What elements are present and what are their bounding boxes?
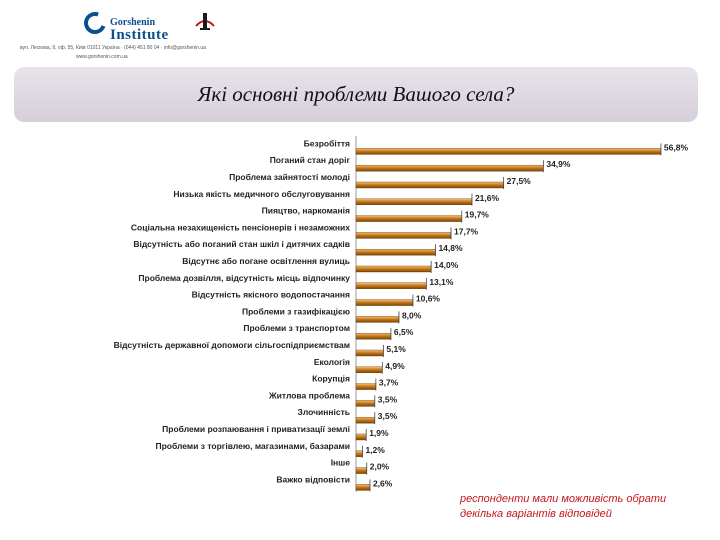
category-label: Екологія bbox=[314, 357, 350, 367]
bar bbox=[355, 198, 473, 206]
category-label: Пияцтво, наркоманія bbox=[262, 206, 350, 216]
title-banner: Які основні проблеми Вашого села? bbox=[14, 67, 698, 122]
data-label: 10,6% bbox=[416, 294, 441, 304]
category-label: Відсутність державної допомоги сільгоспі… bbox=[114, 340, 350, 350]
category-label: Відсутність або поганий стан шкіл і дитя… bbox=[133, 239, 350, 249]
category-label: Житлова проблема bbox=[268, 390, 350, 400]
bar bbox=[355, 148, 662, 155]
data-label: 1,9% bbox=[369, 428, 389, 438]
data-label: 27,5% bbox=[507, 176, 532, 186]
category-label: Безробіття bbox=[304, 138, 350, 148]
footnote: респонденти мали можливість обрати декіл… bbox=[460, 493, 667, 520]
data-label: 3,7% bbox=[379, 378, 399, 388]
data-label: 56,8% bbox=[664, 142, 689, 152]
bar bbox=[355, 467, 367, 474]
category-label: Проблеми з газифікацією bbox=[242, 306, 350, 316]
bar bbox=[355, 265, 432, 273]
bar bbox=[355, 366, 383, 374]
bar bbox=[355, 484, 371, 491]
bar bbox=[355, 232, 452, 239]
category-label: Проблеми з транспортом bbox=[243, 323, 350, 333]
logo-line1: Gorshenin bbox=[110, 17, 156, 28]
category-label: Інше bbox=[331, 458, 351, 468]
category-label: Поганий стан доріг bbox=[270, 155, 351, 165]
data-label: 8,0% bbox=[402, 310, 422, 320]
category-label: Проблема зайнятості молоді bbox=[229, 172, 350, 182]
eye-logo-icon bbox=[80, 8, 110, 38]
data-label: 3,5% bbox=[378, 394, 398, 404]
partner-logo-icon bbox=[195, 13, 215, 30]
address-line1: вул. Лескова, 9, оф. 55, Київ 01011 Укра… bbox=[20, 45, 206, 51]
category-label: Проблема дозвілля, відсутність місць від… bbox=[138, 273, 350, 283]
bar bbox=[355, 349, 384, 357]
data-label: 1,2% bbox=[365, 445, 385, 455]
logo-line2: Institute bbox=[110, 27, 169, 43]
data-label: 19,7% bbox=[465, 210, 490, 220]
header: Gorshenin Institute вул. Лескова, 9, оф.… bbox=[0, 0, 720, 66]
bar bbox=[355, 400, 375, 407]
data-label: 13,1% bbox=[429, 277, 454, 287]
bar bbox=[355, 417, 375, 424]
bar bbox=[355, 383, 377, 390]
data-label: 2,6% bbox=[373, 478, 393, 488]
data-label: 5,1% bbox=[386, 344, 406, 354]
data-label: 21,6% bbox=[475, 193, 500, 203]
bar bbox=[355, 332, 392, 340]
category-label: Злочинність bbox=[298, 407, 351, 417]
data-label: 17,7% bbox=[454, 226, 479, 236]
data-label: 34,9% bbox=[546, 159, 571, 169]
bar bbox=[355, 450, 363, 457]
category-label: Важко відповісти bbox=[276, 474, 350, 484]
bar bbox=[355, 433, 367, 441]
category-label: Проблеми розпаювання і приватизації земл… bbox=[162, 424, 350, 434]
category-label: Низька якість медичного обслуговування bbox=[173, 189, 350, 199]
category-label: Соціальна незахищеність пенсіонерів і не… bbox=[131, 222, 350, 232]
category-label: Проблеми з торгівлею, магазинами, базара… bbox=[155, 441, 350, 451]
bar bbox=[355, 165, 544, 172]
bar-chart: Безробіття 56,8% Поганий стан доріг 34,9% Пр… bbox=[114, 136, 689, 492]
data-label: 2,0% bbox=[370, 462, 390, 472]
bar bbox=[355, 299, 414, 306]
category-label: Корупція bbox=[312, 374, 350, 384]
address-line2: www.gorshenin.com.ua bbox=[76, 54, 128, 60]
bar bbox=[355, 282, 427, 290]
data-label: 4,9% bbox=[385, 361, 405, 371]
category-label: Відсутнє або погане освітлення вулиць bbox=[182, 256, 350, 266]
data-label: 3,5% bbox=[378, 411, 398, 421]
bar bbox=[355, 215, 462, 222]
data-label: 14,8% bbox=[438, 243, 463, 253]
bar bbox=[355, 181, 504, 189]
bar bbox=[355, 248, 436, 256]
bar bbox=[355, 316, 400, 323]
category-label: Відсутність якісного водопостачання bbox=[192, 290, 350, 300]
data-label: 6,5% bbox=[394, 327, 414, 337]
chart-title: Які основні проблеми Вашого села? bbox=[197, 82, 515, 106]
data-label: 14,0% bbox=[434, 260, 459, 270]
